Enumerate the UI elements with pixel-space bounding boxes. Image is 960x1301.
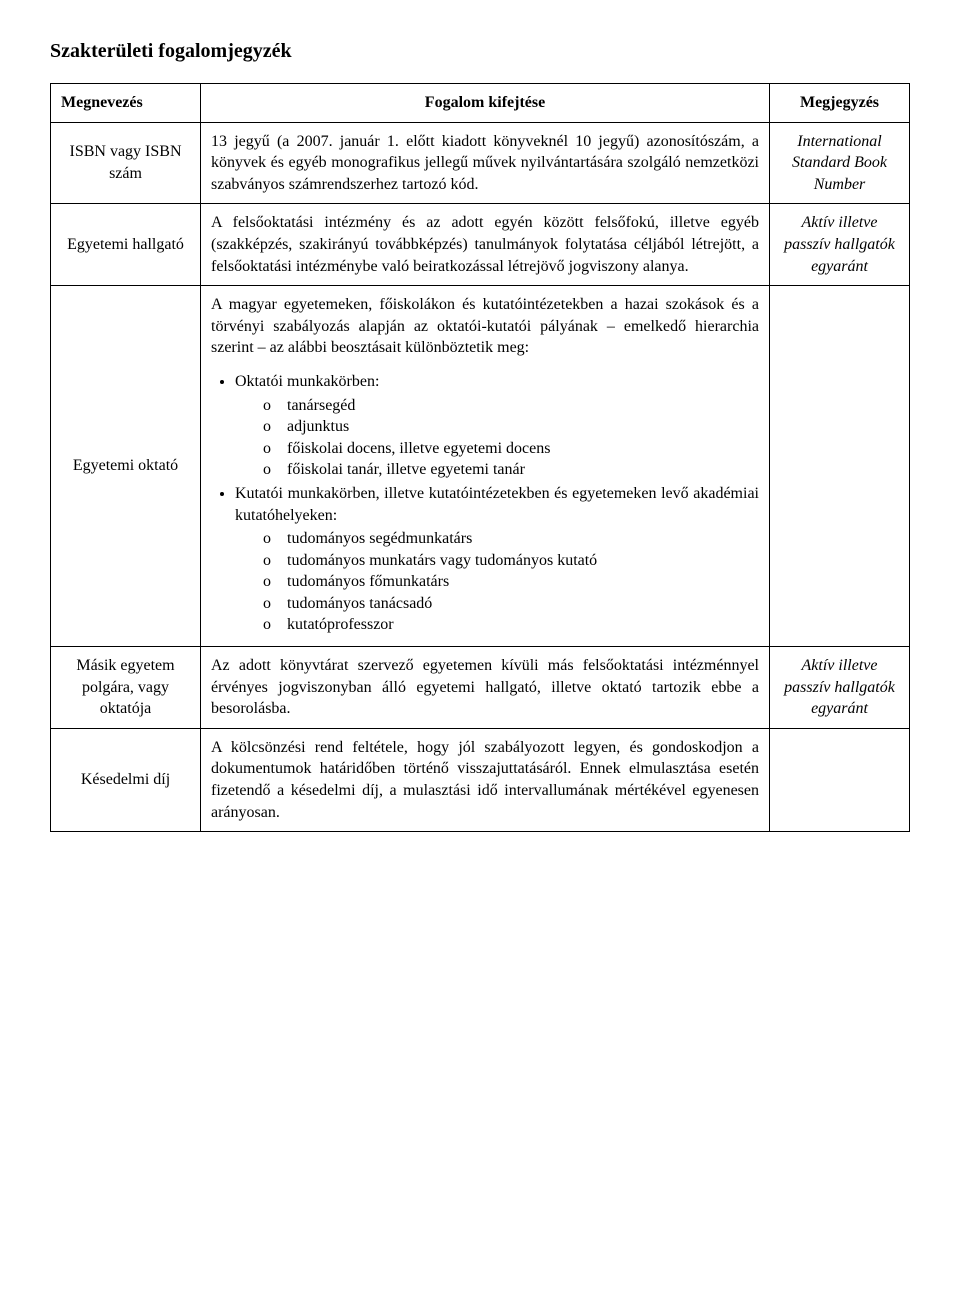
table-row: Késedelmi díjA kölcsönzési rend feltétel… (51, 728, 910, 831)
definition-intro: A magyar egyetemeken, főiskolákon és kut… (211, 294, 759, 359)
term-definition: Az adott könyvtárat szervező egyetemen k… (201, 647, 770, 729)
sub-item: tudományos segédmunkatárs (259, 528, 759, 550)
table-row: Egyetemi hallgatóA felsőoktatási intézmé… (51, 204, 910, 286)
sub-item: főiskolai tanár, illetve egyetemi tanár (259, 459, 759, 481)
term-definition: A felsőoktatási intézmény és az adott eg… (201, 204, 770, 286)
bullet-item: Oktatói munkakörben:tanársegédadjunktusf… (235, 371, 759, 481)
table-row: ISBN vagy ISBN szám13 jegyű (a 2007. jan… (51, 122, 910, 204)
term-name: Egyetemi hallgató (51, 204, 201, 286)
col-header-definition: Fogalom kifejtése (201, 84, 770, 123)
term-note (770, 728, 910, 831)
bullet-list: Oktatói munkakörben:tanársegédadjunktusf… (235, 371, 759, 636)
sub-item: tudományos tanácsadó (259, 593, 759, 615)
term-definition: 13 jegyű (a 2007. január 1. előtt kiadot… (201, 122, 770, 204)
table-row: Másik egyetem polgára, vagy oktatójaAz a… (51, 647, 910, 729)
term-note: International Standard Book Number (770, 122, 910, 204)
term-name: Másik egyetem polgára, vagy oktatója (51, 647, 201, 729)
term-name: Egyetemi oktató (51, 286, 201, 647)
col-header-note: Megjegyzés (770, 84, 910, 123)
sub-item: tanársegéd (259, 395, 759, 417)
bullet-item: Kutatói munkakörben, illetve kutatóintéz… (235, 483, 759, 636)
col-header-name: Megnevezés (51, 84, 201, 123)
bullet-label: Oktatói munkakörben: (235, 373, 379, 390)
term-name: Késedelmi díj (51, 728, 201, 831)
glossary-table: Megnevezés Fogalom kifejtése Megjegyzés … (50, 83, 910, 832)
sub-item: tudományos főmunkatárs (259, 571, 759, 593)
page-title: Szakterületi fogalomjegyzék (50, 40, 910, 63)
bullet-label: Kutatói munkakörben, illetve kutatóintéz… (235, 485, 759, 524)
term-note: Aktív illetve passzív hallgatók egyaránt (770, 204, 910, 286)
table-row: Egyetemi oktatóA magyar egyetemeken, fői… (51, 286, 910, 647)
term-name: ISBN vagy ISBN szám (51, 122, 201, 204)
sub-item: tudományos munkatárs vagy tudományos kut… (259, 550, 759, 572)
term-definition: A magyar egyetemeken, főiskolákon és kut… (201, 286, 770, 647)
sub-item: főiskolai docens, illetve egyetemi docen… (259, 438, 759, 460)
sub-item: kutatóprofesszor (259, 614, 759, 636)
table-header-row: Megnevezés Fogalom kifejtése Megjegyzés (51, 84, 910, 123)
sub-list: tanársegédadjunktusfőiskolai docens, ill… (259, 395, 759, 481)
term-definition: A kölcsönzési rend feltétele, hogy jól s… (201, 728, 770, 831)
term-note: Aktív illetve passzív hallgatók egyaránt (770, 647, 910, 729)
sub-item: adjunktus (259, 416, 759, 438)
sub-list: tudományos segédmunkatárstudományos munk… (259, 528, 759, 636)
term-note (770, 286, 910, 647)
